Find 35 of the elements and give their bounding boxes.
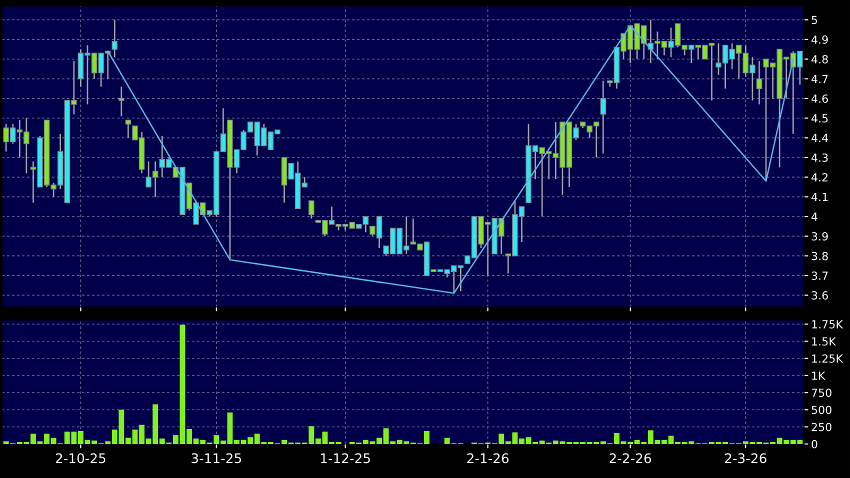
y-tick-label: 4.1	[811, 192, 828, 202]
y-tick-label: 1.25K	[812, 354, 844, 363]
y-tick-label: 4.3	[811, 153, 828, 162]
y-tick-label: 4.7	[811, 74, 828, 84]
y-tick-label: 5	[812, 16, 818, 24]
candlestick	[600, 80, 606, 154]
y-tick-label: 4.2	[811, 173, 828, 182]
y-tick-label: 3.9	[812, 232, 828, 241]
y-tick-label: 1.75K	[812, 320, 844, 328]
x-tick-label: 2-3-26	[725, 453, 766, 464]
y-tick-label: 250	[812, 422, 832, 432]
y-tick-label: 0	[812, 440, 818, 448]
x-tick-label: 2-1-26	[467, 453, 509, 464]
y-tick-label: 500	[812, 406, 832, 414]
candlestick	[125, 119, 132, 139]
x-tick-label: 2-10-25	[56, 453, 106, 464]
y-tick-label: 3.7	[812, 272, 828, 280]
y-tick-label: 1.5K	[812, 337, 836, 346]
y-tick-label: 4.5	[811, 114, 828, 123]
y-tick-label: 3.6	[812, 291, 828, 300]
y-tick-label: 4.4	[811, 134, 828, 142]
x-tick-label: 2-2-26	[610, 453, 652, 464]
y-tick-label: 750	[812, 388, 832, 397]
y-tick-label: 4.9	[811, 35, 828, 44]
y-tick-label: 1K	[812, 372, 826, 380]
y-tick-label: 4	[811, 212, 818, 221]
x-tick-label: 1-12-25	[321, 453, 370, 464]
candlestick	[756, 60, 762, 106]
x-tick-label: 3-11-25	[192, 453, 242, 464]
y-tick-label: 4.8	[811, 55, 828, 64]
candlestick	[112, 19, 118, 58]
y-tick-label: 3.8	[812, 252, 828, 260]
y-tick-label: 4.6	[811, 94, 828, 103]
candlestick	[118, 86, 124, 117]
candlestick	[308, 200, 314, 220]
